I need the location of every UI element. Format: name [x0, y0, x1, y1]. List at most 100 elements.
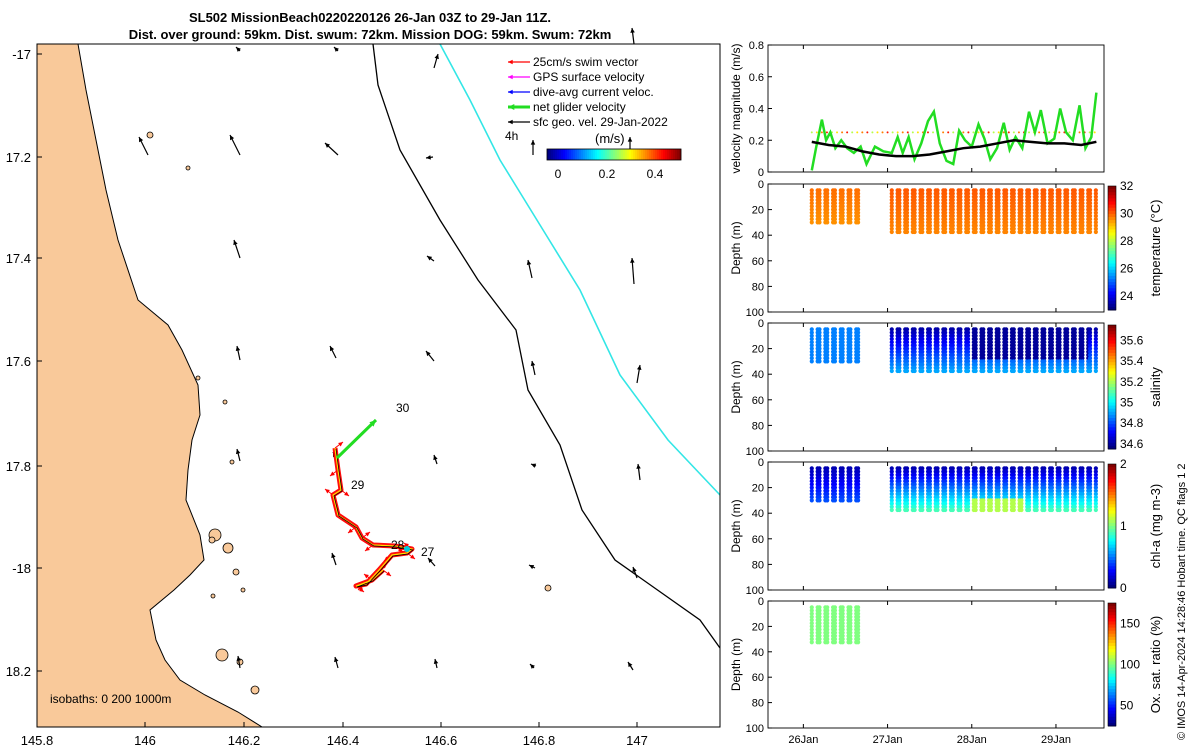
profile-sample-dot — [927, 507, 933, 513]
profile-sample-dot — [965, 333, 971, 338]
profile-sample-dot — [965, 362, 971, 367]
profile-sample-dot — [943, 223, 948, 228]
profile-sample-dot — [996, 330, 1001, 335]
map-y-tick-label: -18 — [12, 561, 31, 576]
profile-sample-dot — [817, 479, 822, 484]
profile-sample-dot — [988, 327, 994, 332]
panel-y-axis-label: velocity magnitude (m/s) — [729, 43, 743, 173]
profile-sample-dot — [981, 223, 986, 228]
profile-sample-dot — [855, 343, 861, 348]
profile-sample-dot — [988, 346, 994, 351]
profile-sample-dot — [1042, 226, 1047, 231]
panel-x-tick-label: 26Jan — [788, 734, 818, 746]
profile-sample-dot — [950, 220, 955, 225]
profile-sample-dot — [904, 201, 910, 206]
profile-sample-dot — [1026, 197, 1032, 203]
colorbar-tick-label: 100 — [1120, 658, 1140, 672]
panel-y-tick-label: 60 — [752, 672, 764, 684]
profile-sample-dot — [943, 207, 948, 212]
profile-sample-dot — [889, 356, 894, 361]
profile-sample-dot — [988, 501, 994, 506]
swim-speed-mark — [1068, 131, 1071, 134]
profile-sample-dot — [996, 356, 1001, 361]
colorbar-swatch — [1108, 421, 1116, 425]
colorbar-swatch — [1108, 553, 1116, 558]
profile-sample-dot — [904, 204, 910, 209]
profile-sample-dot — [973, 201, 978, 206]
profile-sample-dot — [1019, 488, 1024, 493]
profile-sample-dot — [825, 605, 830, 610]
profile-sample-dot — [996, 217, 1001, 222]
sfc-geo-velocity-arrow — [425, 155, 434, 160]
profile-sample-dot — [965, 201, 971, 206]
profile-sample-dot — [935, 220, 940, 225]
profile-sample-dot — [920, 498, 925, 503]
profile-sample-dot — [889, 226, 894, 231]
profile-sample-dot — [1087, 191, 1093, 196]
colorbar-swatch — [627, 149, 630, 160]
profile-sample-dot — [889, 349, 894, 354]
colorbar-swatch — [1108, 470, 1116, 474]
profile-sample-dot — [1011, 472, 1016, 477]
profile-sample-dot — [950, 207, 955, 212]
profile-sample-dot — [1057, 466, 1062, 471]
profile-sample-dot — [1049, 201, 1055, 206]
profile-sample-dot — [1042, 213, 1047, 219]
profile-sample-dot — [825, 217, 830, 222]
profile-sample-dot — [950, 229, 955, 235]
profile-sample-dot — [1087, 469, 1093, 474]
colorbar-tick-label: 24 — [1120, 289, 1134, 303]
colorbar-swatch — [1108, 467, 1116, 471]
colorbar-swatch — [625, 149, 628, 160]
profile-sample-dot — [943, 226, 948, 231]
panel-y-tick-label: 0 — [758, 318, 764, 330]
profile-sample-dot — [1034, 495, 1039, 500]
colorbar-swatch — [607, 149, 610, 160]
profile-sample-dot — [912, 217, 917, 222]
colorbar-swatch — [571, 149, 574, 160]
colorbar-tick-label: 0 — [555, 167, 562, 181]
profile-sample-dot — [832, 621, 838, 626]
profile-sample-dot — [950, 349, 955, 354]
profile-sample-dot — [981, 327, 986, 332]
profile-sample-dot — [1093, 488, 1098, 493]
swim-speed-mark — [836, 131, 839, 134]
profile-sample-dot — [935, 207, 940, 212]
profile-sample-dot — [848, 630, 853, 635]
profile-sample-dot — [1026, 479, 1032, 484]
profile-sample-dot — [920, 359, 925, 364]
profile-sample-dot — [825, 472, 830, 477]
profile-sample-dot — [1072, 469, 1077, 474]
swim-speed-mark — [906, 131, 909, 134]
sfc-geo-velocity-arrow — [530, 360, 536, 376]
profile-sample-dot — [832, 204, 838, 209]
profile-sample-dot — [897, 217, 902, 222]
profile-sample-dot — [958, 327, 963, 332]
profile-sample-dot — [840, 336, 845, 342]
profile-sample-dot — [1026, 226, 1032, 231]
profile-sample-dot — [935, 327, 940, 332]
profile-sample-dot — [981, 507, 986, 513]
profile-sample-dot — [825, 346, 830, 351]
panel-y-axis-label: Depth (m) — [729, 638, 743, 691]
profile-sample-dot — [809, 336, 814, 342]
profile-sample-dot — [958, 191, 963, 196]
colorbar-swatch — [613, 149, 616, 160]
profile-sample-dot — [958, 362, 963, 367]
profile-sample-dot — [965, 210, 971, 215]
profile-sample-dot — [817, 617, 822, 623]
profile-sample-dot — [832, 633, 838, 639]
profile-sample-dot — [1087, 223, 1093, 228]
profile-sample-dot — [1019, 336, 1024, 342]
profile-sample-dot — [973, 340, 978, 345]
profile-sample-dot — [904, 226, 910, 231]
profile-sample-dot — [1042, 229, 1047, 235]
profile-sample-dot — [809, 194, 814, 199]
profile-sample-dot — [935, 330, 940, 335]
profile-sample-dot — [988, 479, 994, 484]
profile-sample-dot — [1049, 359, 1055, 364]
profile-sample-dot — [1026, 210, 1032, 215]
legend-label: sfc geo. vel. 29-Jan-2022 — [533, 115, 668, 129]
colorbar-swatch — [671, 149, 674, 160]
profile-sample-dot — [988, 488, 994, 493]
